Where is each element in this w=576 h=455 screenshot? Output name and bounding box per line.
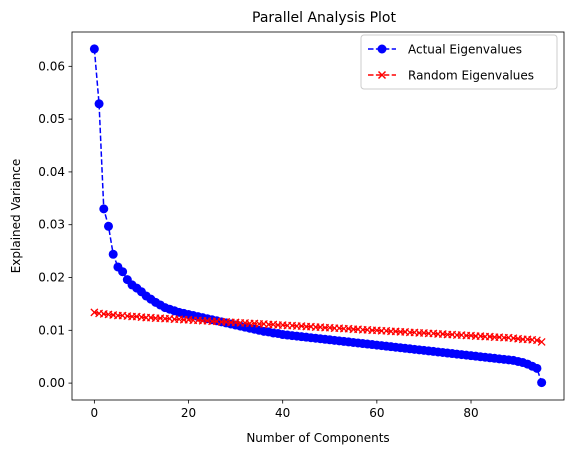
- legend-label-random: Random Eigenvalues: [408, 69, 534, 83]
- y-tick-label: 0.02: [38, 271, 65, 285]
- data-point-actual: [108, 249, 118, 259]
- legend-label-actual: Actual Eigenvalues: [408, 43, 522, 57]
- plot-frame: [71, 31, 565, 401]
- y-tick-label: 0.04: [38, 165, 65, 179]
- chart-title: Parallel Analysis Plot: [252, 10, 396, 26]
- data-point-actual: [94, 99, 104, 109]
- y-tick-label: 0.00: [38, 376, 65, 390]
- y-axis-label: Explained Variance: [9, 159, 23, 274]
- x-tick-label: 60: [369, 406, 384, 420]
- data-point-actual: [537, 378, 547, 388]
- data-point-actual: [89, 44, 99, 54]
- y-tick-label: 0.05: [38, 112, 65, 126]
- x-axis-label: Number of Components: [246, 431, 389, 445]
- x-tick-label: 0: [91, 406, 99, 420]
- x-tick-label: 20: [181, 406, 196, 420]
- plot-area: [89, 44, 547, 388]
- data-point-actual: [103, 221, 113, 231]
- y-tick-label: 0.01: [38, 323, 65, 337]
- legend-marker-actual: [377, 44, 387, 54]
- legend-box: [360, 34, 558, 90]
- data-point-random: [537, 337, 546, 346]
- y-tick-label: 0.06: [38, 59, 65, 73]
- y-tick-label: 0.03: [38, 218, 65, 232]
- x-tick-label: 40: [275, 406, 290, 420]
- data-point-actual: [99, 204, 109, 214]
- legend: Actual Eigenvalues Random Eigenvalues: [360, 34, 558, 90]
- x-tick-label: 80: [463, 406, 478, 420]
- axes: 0 20 40 60 80 0.00 0.01 0.02 0.03 0.04 0.05 0.06: [38, 31, 565, 420]
- legend-marker-random: [377, 70, 387, 80]
- data-point-actual: [118, 267, 128, 277]
- data-point-actual: [532, 363, 542, 373]
- data-point-random: [90, 308, 99, 317]
- data-point-random: [532, 336, 541, 345]
